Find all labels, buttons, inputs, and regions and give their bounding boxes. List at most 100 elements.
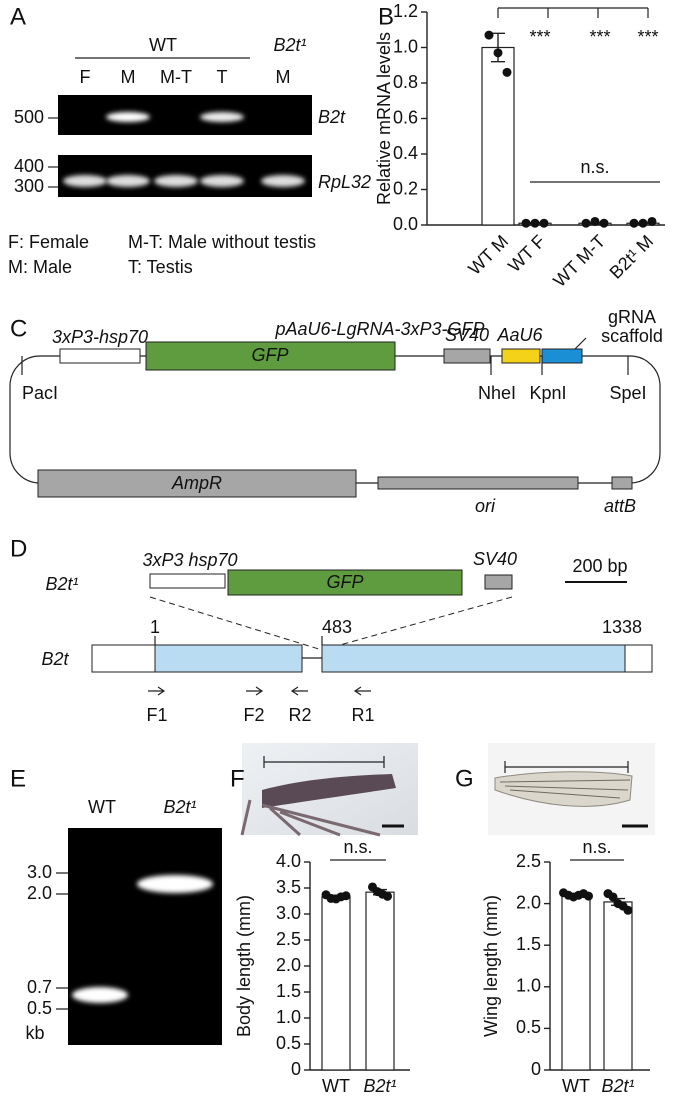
gel [58, 95, 312, 135]
y-tick-label: 4.0 [276, 851, 301, 871]
panel-label: E [10, 765, 26, 792]
data-point [590, 216, 600, 226]
panel-label: B [378, 3, 394, 30]
error-cap [491, 32, 505, 63]
y-tick-label: 1.5 [516, 934, 541, 954]
band [63, 175, 107, 187]
data-point [599, 218, 609, 228]
feature-label: scaffold [601, 326, 663, 346]
data-point [502, 67, 512, 77]
pointer [574, 337, 587, 350]
allele-label: B2t¹ [45, 574, 78, 594]
panel-label: D [10, 535, 27, 562]
data-point [493, 48, 503, 58]
marker-ticks [56, 872, 68, 1010]
data-point [383, 891, 392, 901]
measure [263, 756, 385, 768]
y-tick-label: 3.5 [276, 877, 301, 897]
y-tick-label: 2.0 [516, 892, 541, 912]
y-tick-label: 1.2 [393, 1, 418, 21]
bracket [497, 7, 649, 18]
y-axis-label: Body length (mm) [234, 895, 254, 1037]
group-label: WT [149, 35, 177, 55]
size-marker: 400 [14, 156, 44, 176]
data-point [623, 905, 633, 915]
y-tick-label: 0.6 [393, 107, 418, 127]
data-point [341, 891, 351, 901]
x-tick-label: B2t¹ [601, 1076, 634, 1096]
feature [227, 569, 463, 596]
y-tick-label: 0.5 [276, 1033, 301, 1053]
size-marker: 0.5 [27, 998, 52, 1018]
exon [154, 644, 303, 673]
wing-veins [499, 779, 631, 799]
x-tick-label: WT [322, 1076, 350, 1096]
utr [91, 644, 156, 673]
data-point [647, 216, 657, 226]
y-tick-label: 2.0 [276, 955, 301, 975]
x-tick-label: WT M-T [549, 231, 609, 291]
position-label: 483 [322, 617, 352, 637]
feature-label: AaU6 [496, 325, 543, 345]
unit-label: kb [25, 1023, 44, 1043]
band [106, 175, 150, 187]
insert-label: GFP [326, 572, 363, 592]
layout [9, 7, 661, 1045]
lane-label: T [217, 67, 228, 87]
legend-text: T: Testis [128, 257, 193, 277]
y-tick-label: 3.0 [276, 903, 301, 923]
y-axis-label: Relative mRNA levels [374, 32, 394, 205]
feature [377, 476, 579, 490]
lane-label: M [121, 67, 136, 87]
y-tick-label: 0 [291, 1059, 301, 1079]
annotation: n.s. [580, 157, 609, 177]
band [200, 112, 244, 122]
data-point [638, 218, 648, 228]
feature [501, 348, 541, 364]
insert-label: SV40 [473, 549, 517, 569]
size-marker: 300 [14, 176, 44, 196]
feature [145, 341, 396, 371]
data-point [608, 892, 618, 902]
primer-arrows [148, 686, 371, 696]
data-point [530, 218, 540, 228]
feature-label: 3xP3-hsp70 [52, 327, 148, 347]
exon [321, 644, 626, 673]
band [261, 175, 305, 187]
data-point [584, 891, 593, 901]
panel-label: C [10, 315, 27, 342]
position-label: 1 [150, 617, 160, 637]
feature [484, 574, 513, 590]
lane-label: M-T [160, 67, 192, 87]
legend-text: F: Female [8, 232, 89, 252]
site-label: SpeI [609, 383, 646, 403]
data-point [629, 218, 639, 228]
legend-text: M: Male [8, 257, 72, 277]
gel [68, 828, 222, 1045]
feature [611, 476, 633, 490]
utr [624, 644, 653, 673]
y-tick-label: 0.0 [393, 214, 418, 234]
y-tick-label: 2.5 [276, 929, 301, 949]
insertion-lines [149, 596, 513, 651]
data-point [521, 218, 531, 228]
x-tick-label: WT F [504, 231, 549, 276]
y-axis-label: Wing length (mm) [481, 895, 501, 1037]
panel-label: G [455, 765, 474, 792]
significance: *** [529, 27, 550, 47]
feature [59, 348, 141, 364]
feature-label: gRNA [608, 307, 656, 327]
lane-label: F [80, 67, 91, 87]
x-tick-label: B2t¹ M [606, 231, 658, 283]
band [200, 175, 244, 187]
scale-label: 200 bp [572, 556, 627, 576]
band [106, 112, 150, 122]
feature [443, 348, 491, 364]
insert-label: 3xP3 hsp70 [142, 550, 237, 570]
feature [541, 348, 583, 364]
panel-label: A [10, 3, 26, 30]
y-tick-label: 0.8 [393, 72, 418, 92]
site-label: NheI [478, 383, 516, 403]
x-tick-label: WT [562, 1076, 590, 1096]
gene-label: B2t [318, 107, 346, 127]
